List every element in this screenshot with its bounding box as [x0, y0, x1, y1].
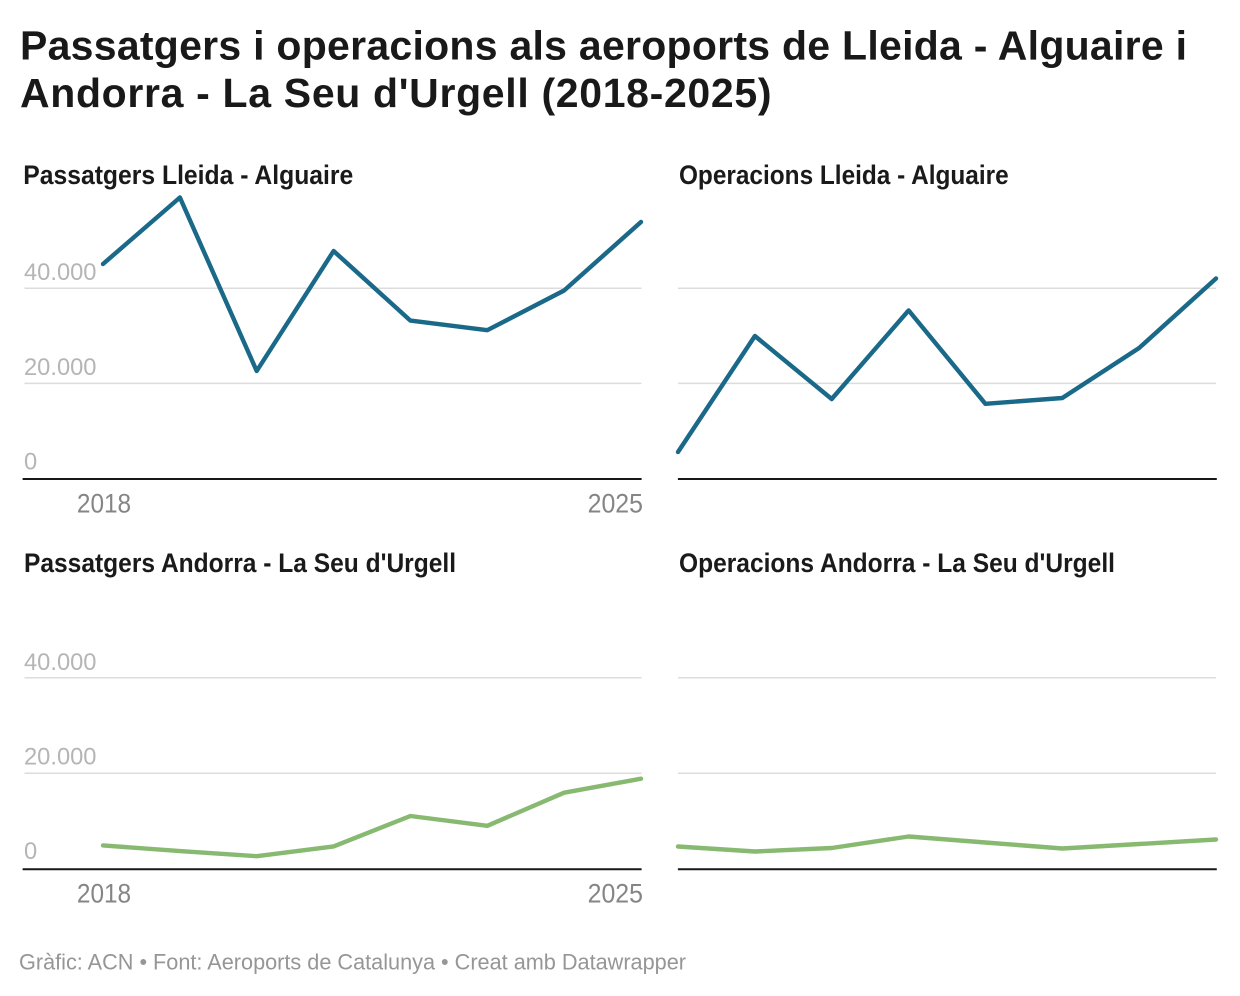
svg-text:Passatgers Andorra - La Seu d': Passatgers Andorra - La Seu d'Urgell [24, 549, 456, 578]
svg-text:2018: 2018 [77, 490, 131, 519]
svg-text:Andorra - La Seu d'Urgell (201: Andorra - La Seu d'Urgell (2018-2025) [20, 70, 772, 116]
svg-text:40.000: 40.000 [24, 259, 96, 286]
svg-text:Passatgers Lleida - Alguaire: Passatgers Lleida - Alguaire [23, 161, 353, 190]
svg-text:40.000: 40.000 [24, 649, 96, 676]
svg-text:0: 0 [24, 448, 37, 475]
svg-text:2018: 2018 [77, 880, 131, 909]
svg-text:20.000: 20.000 [24, 354, 96, 381]
svg-text:2025: 2025 [588, 490, 643, 519]
svg-text:Gràfic: ACN • Font: Aeroports: Gràfic: ACN • Font: Aeroports de Catalun… [19, 949, 686, 974]
svg-text:20.000: 20.000 [24, 743, 96, 770]
svg-text:Operacions Lleida - Alguaire: Operacions Lleida - Alguaire [679, 161, 1009, 190]
svg-text:Passatgers i operacions als ae: Passatgers i operacions als aeroports de… [20, 23, 1187, 69]
svg-text:Operacions Andorra - La Seu d': Operacions Andorra - La Seu d'Urgell [679, 549, 1115, 578]
svg-text:0: 0 [24, 838, 37, 865]
svg-text:2025: 2025 [588, 880, 643, 909]
